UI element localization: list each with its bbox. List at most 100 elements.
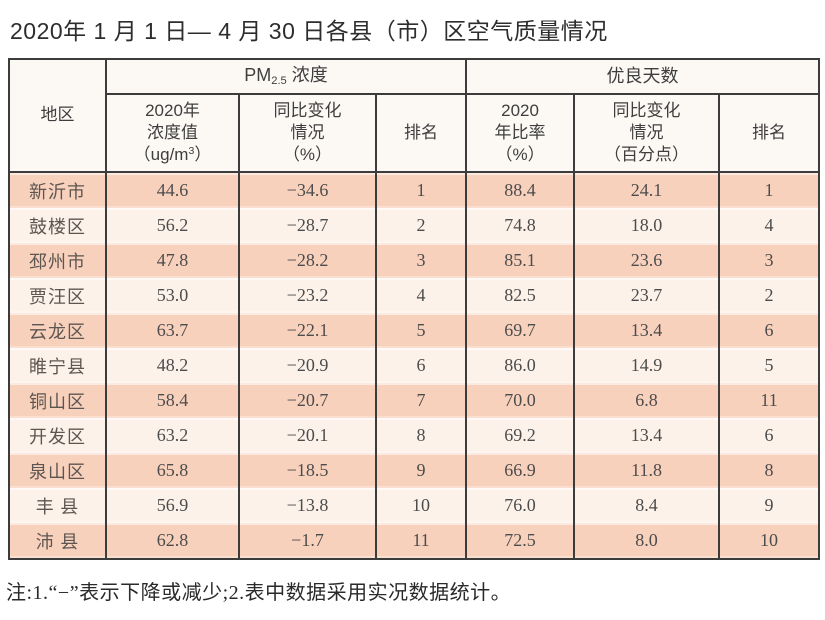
gd-change-cell: 13.4 [573,418,720,453]
gd-ratio-cell: 69.7 [465,313,575,348]
pm-change-cell: −22.1 [238,313,376,348]
pm-rank-cell: 11 [374,523,467,559]
table-row: 泉山区 65.8 −18.5 9 66.9 11.8 8 [8,453,820,488]
table-row: 沛 县 62.8 −1.7 11 72.5 8.0 10 [8,523,820,559]
gd-change-cell: 13.4 [573,313,720,348]
gd-ratio-cell: 76.0 [465,488,575,523]
pm-change-cell: −28.7 [238,208,376,243]
gd-rank-cell: 6 [718,418,820,453]
footnote: 注:1.“−”表示下降或减少;2.表中数据采用实况数据统计。 [6,582,512,604]
pm-value-header: 2020年 浓度值 （ug/m3） [105,94,239,173]
page-title: 2020年 1 月 1 日— 4 月 30 日各县（市）区空气质量情况 [10,18,608,44]
gd-change-cell: 14.9 [573,348,720,383]
pm-rank-cell: 10 [374,488,467,523]
region-cell: 丰 县 [8,488,106,523]
pm-change-cell: −20.7 [238,383,376,418]
table-row: 睢宁县 48.2 −20.9 6 86.0 14.9 5 [8,348,820,383]
table-row: 新沂市 44.6 −34.6 1 88.4 24.1 1 [8,172,820,208]
pm-change-cell: −20.1 [238,418,376,453]
pm-change-cell: −20.9 [238,348,376,383]
gd-ratio-cell: 82.5 [465,278,575,313]
pm-value-cell: 65.8 [105,453,239,488]
gd-ratio-cell: 69.2 [465,418,575,453]
table-row: 丰 县 56.9 −13.8 10 76.0 8.4 9 [8,488,820,523]
gd-ratio-cell: 74.8 [465,208,575,243]
gd-change-cell: 8.4 [573,488,720,523]
gd-rank-cell: 9 [718,488,820,523]
pm-change-cell: −28.2 [238,243,376,278]
pm-rank-cell: 6 [374,348,467,383]
air-quality-table: 地区 PM2.5 浓度 优良天数 2020年 浓度值 （ug/m3） 同比变化 … [8,58,821,560]
gd-rank-cell: 5 [718,348,820,383]
pm-value-cell: 63.2 [105,418,239,453]
pm-rank-cell: 1 [374,172,467,208]
gd-change-cell: 23.7 [573,278,720,313]
pm-rank-cell: 7 [374,383,467,418]
gd-rank-cell: 8 [718,453,820,488]
table-row: 铜山区 58.4 −20.7 7 70.0 6.8 11 [8,383,820,418]
gd-change-cell: 6.8 [573,383,720,418]
table-row: 云龙区 63.7 −22.1 5 69.7 13.4 6 [8,313,820,348]
gd-ratio-header: 2020 年比率 （%） [465,94,575,173]
gd-ratio-cell: 70.0 [465,383,575,418]
pm-rank-header: 排名 [374,94,467,173]
gd-rank-cell: 4 [718,208,820,243]
gd-change-cell: 11.8 [573,453,720,488]
table-row: 贾汪区 53.0 −23.2 4 82.5 23.7 2 [8,278,820,313]
region-cell: 鼓楼区 [8,208,106,243]
gd-change-cell: 18.0 [573,208,720,243]
region-cell: 新沂市 [8,172,106,208]
table-row: 鼓楼区 56.2 −28.7 2 74.8 18.0 4 [8,208,820,243]
pm-value-cell: 56.9 [105,488,239,523]
gd-change-cell: 8.0 [573,523,720,559]
pm-change-cell: −23.2 [238,278,376,313]
gd-ratio-cell: 85.1 [465,243,575,278]
pm-rank-cell: 3 [374,243,467,278]
gd-change-cell: 24.1 [573,172,720,208]
pm-value-cell: 62.8 [105,523,239,559]
pm-change-cell: −13.8 [238,488,376,523]
gd-rank-cell: 6 [718,313,820,348]
pm-rank-cell: 2 [374,208,467,243]
pm-rank-cell: 4 [374,278,467,313]
good-days-group-header: 优良天数 [465,59,820,95]
pm-value-cell: 47.8 [105,243,239,278]
pm-value-cell: 56.2 [105,208,239,243]
region-cell: 沛 县 [8,523,106,559]
region-cell: 睢宁县 [8,348,106,383]
pm-rank-cell: 8 [374,418,467,453]
table-row: 邳州市 47.8 −28.2 3 85.1 23.6 3 [8,243,820,278]
gd-rank-cell: 2 [718,278,820,313]
gd-rank-cell: 1 [718,172,820,208]
region-column-header: 地区 [8,59,106,173]
region-cell: 邳州市 [8,243,106,278]
region-cell: 泉山区 [8,453,106,488]
pm-value-cell: 63.7 [105,313,239,348]
pm-change-cell: −1.7 [238,523,376,559]
header-sub-row: 2020年 浓度值 （ug/m3） 同比变化 情况 （%） 排名 2020 年比… [9,94,820,173]
region-cell: 贾汪区 [8,278,106,313]
table-row: 开发区 63.2 −20.1 8 69.2 13.4 6 [8,418,820,453]
gd-ratio-cell: 66.9 [465,453,575,488]
pm-change-header: 同比变化 情况 （%） [238,94,376,173]
pm-rank-cell: 9 [374,453,467,488]
region-cell: 开发区 [8,418,106,453]
pm-value-cell: 48.2 [105,348,239,383]
region-cell: 铜山区 [8,383,106,418]
gd-rank-cell: 11 [718,383,820,418]
pm-value-cell: 44.6 [105,172,239,208]
gd-ratio-cell: 86.0 [465,348,575,383]
gd-change-header: 同比变化 情况 （百分点） [573,94,720,173]
gd-change-cell: 23.6 [573,243,720,278]
pm-value-cell: 58.4 [105,383,239,418]
gd-rank-header: 排名 [718,94,820,173]
pm25-group-header: PM2.5 浓度 [104,59,467,95]
region-cell: 云龙区 [8,313,106,348]
pm-change-cell: −18.5 [238,453,376,488]
gd-rank-cell: 3 [718,243,820,278]
header-group-row: 地区 PM2.5 浓度 优良天数 [8,59,820,173]
pm-rank-cell: 5 [374,313,467,348]
pm-change-cell: −34.6 [238,172,376,208]
pm-value-cell: 53.0 [105,278,239,313]
gd-ratio-cell: 88.4 [465,172,575,208]
